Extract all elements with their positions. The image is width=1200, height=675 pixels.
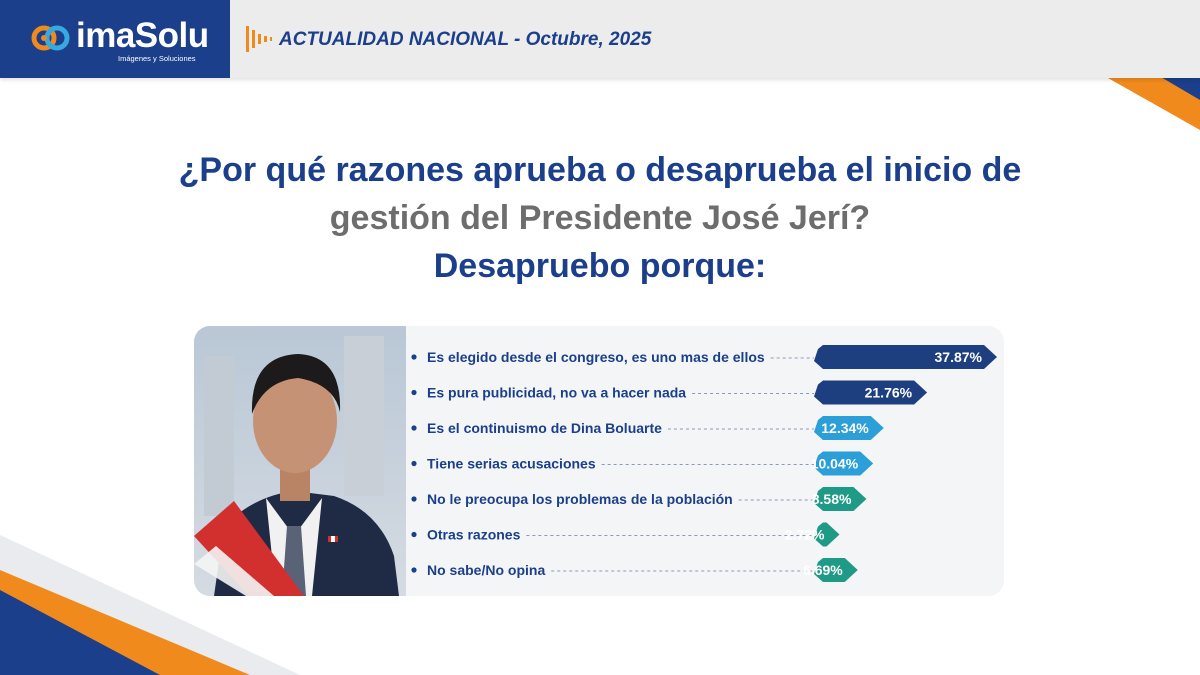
bar: [814, 522, 840, 547]
bullet-dot: [411, 460, 417, 467]
bullet-dot: [411, 389, 417, 396]
brand-tagline: Imágenes y Soluciones: [118, 54, 196, 63]
bullet-dot: [411, 567, 417, 573]
reason-row: Es pura publicidad, no va a hacer nada 21…: [411, 380, 928, 405]
bar: [814, 380, 928, 405]
bullet-dot: [411, 531, 417, 538]
imasolu-logo-icon: [31, 25, 70, 51]
category-label: No le preocupa los problemas de la pobla…: [427, 491, 733, 507]
brand-logo: imaSolu Imágenes y Soluciones: [0, 0, 230, 78]
bar-value-label: 6.69%: [803, 562, 843, 578]
brand-name: imaSolu: [76, 16, 209, 55]
header-title: ACTUALIDAD NACIONAL - Octubre, 2025: [279, 29, 652, 50]
reason-row: Tiene serias acusaciones 10.04%: [411, 451, 874, 476]
category-label: No sabe/No opina: [427, 562, 545, 578]
reason-row: Es el continuismo de Dina Boluarte 12.34%: [411, 416, 884, 440]
bullet-dot: [411, 496, 417, 502]
category-label: Es pura publicidad, no va a hacer nada: [427, 385, 686, 401]
reason-row: Otras razones 2.72%: [411, 522, 840, 547]
category-label: Otras razones: [427, 527, 521, 543]
reason-row: No sabe/No opina 6.69%: [411, 558, 858, 582]
corner-decoration-bottom-left: [0, 535, 300, 675]
bar-value-label: 8.58%: [812, 491, 852, 507]
equalizer-icon: [246, 26, 272, 52]
chart-card: [194, 326, 1004, 596]
question-line-1: ¿Por qué razones aprueba o desaprueba el…: [178, 151, 1022, 189]
bullet-dot: [411, 425, 417, 431]
bar-value-label: 12.34%: [821, 420, 869, 436]
reason-row: Es elegido desde el congreso, es uno mas…: [411, 345, 997, 369]
bar-value-label: 21.76%: [865, 385, 913, 401]
bar: [814, 451, 874, 476]
category-label: Tiene serias acusaciones: [427, 456, 596, 472]
bullet-dot: [411, 354, 417, 360]
president-portrait-image: [194, 326, 406, 596]
reasons-panel: [406, 326, 1004, 596]
bar: [814, 487, 867, 511]
category-label: Es elegido desde el congreso, es uno mas…: [427, 349, 765, 365]
header-bar: imaSolu Imágenes y Soluciones ACTUALIDAD…: [0, 0, 1200, 78]
bar: [814, 416, 884, 440]
reason-row: No le preocupa los problemas de la pobla…: [411, 487, 867, 511]
bar-value-label: 2.72%: [785, 527, 825, 543]
answer-subtitle: Desapruebo porque:: [433, 247, 767, 285]
category-label: Es el continuismo de Dina Boluarte: [427, 420, 662, 436]
question-heading: ¿Por qué razones aprueba o desaprueba el…: [0, 146, 1200, 290]
bar-value-label: 10.04%: [811, 456, 859, 472]
bar: [814, 558, 858, 582]
question-line-2: gestión del Presidente José Jerí?: [329, 199, 871, 237]
bar: [814, 345, 997, 369]
reasons-bar-chart: Es elegido desde el congreso, es uno mas…: [411, 345, 997, 582]
bar-value-label: 37.87%: [935, 349, 983, 365]
